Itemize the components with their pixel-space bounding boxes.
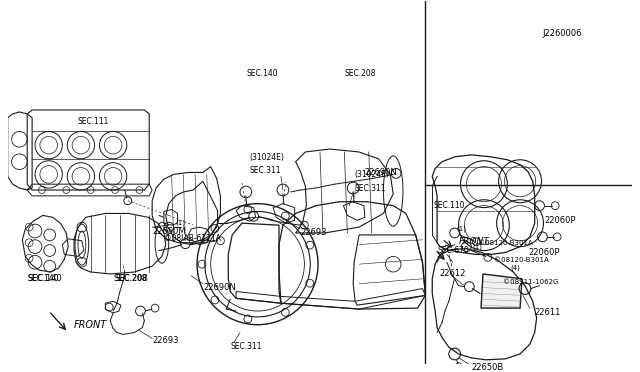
Text: SEC.311: SEC.311 — [250, 166, 281, 175]
Text: FRONT: FRONT — [74, 320, 108, 330]
Text: SEC.110: SEC.110 — [433, 201, 465, 210]
Text: SEC.140: SEC.140 — [28, 274, 62, 283]
Text: ©08120-B301A: ©08120-B301A — [478, 240, 533, 246]
Text: (4): (4) — [510, 265, 520, 271]
Text: 22690N: 22690N — [203, 283, 236, 292]
Text: SEC.208: SEC.208 — [115, 274, 147, 283]
Text: 22693: 22693 — [152, 336, 179, 345]
Text: SEC.670: SEC.670 — [437, 246, 469, 255]
Text: (31024E): (31024E) — [250, 153, 285, 162]
Text: 22612: 22612 — [439, 269, 465, 279]
Polygon shape — [481, 274, 522, 308]
Text: SEC.140: SEC.140 — [247, 70, 278, 78]
Text: 22060P: 22060P — [545, 216, 576, 225]
Text: (31024E): (31024E) — [354, 170, 389, 179]
Text: 22693: 22693 — [301, 228, 327, 237]
Text: 22650B: 22650B — [471, 363, 504, 372]
Text: J2260006: J2260006 — [543, 29, 582, 38]
Text: FRONT: FRONT — [459, 237, 490, 246]
Text: ©08120-B301A: ©08120-B301A — [493, 257, 548, 263]
Text: 22060P: 22060P — [529, 248, 561, 257]
Text: 22650M: 22650M — [152, 227, 186, 235]
Text: SEC.111: SEC.111 — [78, 117, 109, 126]
Text: ©08IAB-6121A: ©08IAB-6121A — [164, 234, 221, 243]
Text: SEC.311: SEC.311 — [230, 341, 262, 351]
Text: SEC.311: SEC.311 — [354, 183, 386, 193]
Text: (1): (1) — [472, 243, 482, 250]
Text: (1): (1) — [456, 226, 467, 232]
Text: SEC.208: SEC.208 — [113, 274, 148, 283]
Text: (1): (1) — [175, 220, 186, 227]
Text: SEC.208: SEC.208 — [344, 70, 376, 78]
Text: 22690N: 22690N — [364, 168, 397, 177]
Text: 22611: 22611 — [534, 308, 561, 317]
Text: ©08911-1062G: ©08911-1062G — [504, 279, 559, 285]
Text: SEC.140: SEC.140 — [28, 274, 59, 283]
